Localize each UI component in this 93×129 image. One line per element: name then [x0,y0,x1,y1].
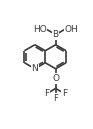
Text: O: O [52,74,59,83]
Text: HO: HO [33,25,47,34]
Text: F: F [44,89,50,98]
Text: F: F [62,89,67,98]
Text: N: N [32,64,38,73]
Text: B: B [53,30,59,39]
Text: OH: OH [65,25,78,34]
Text: F: F [53,94,58,103]
